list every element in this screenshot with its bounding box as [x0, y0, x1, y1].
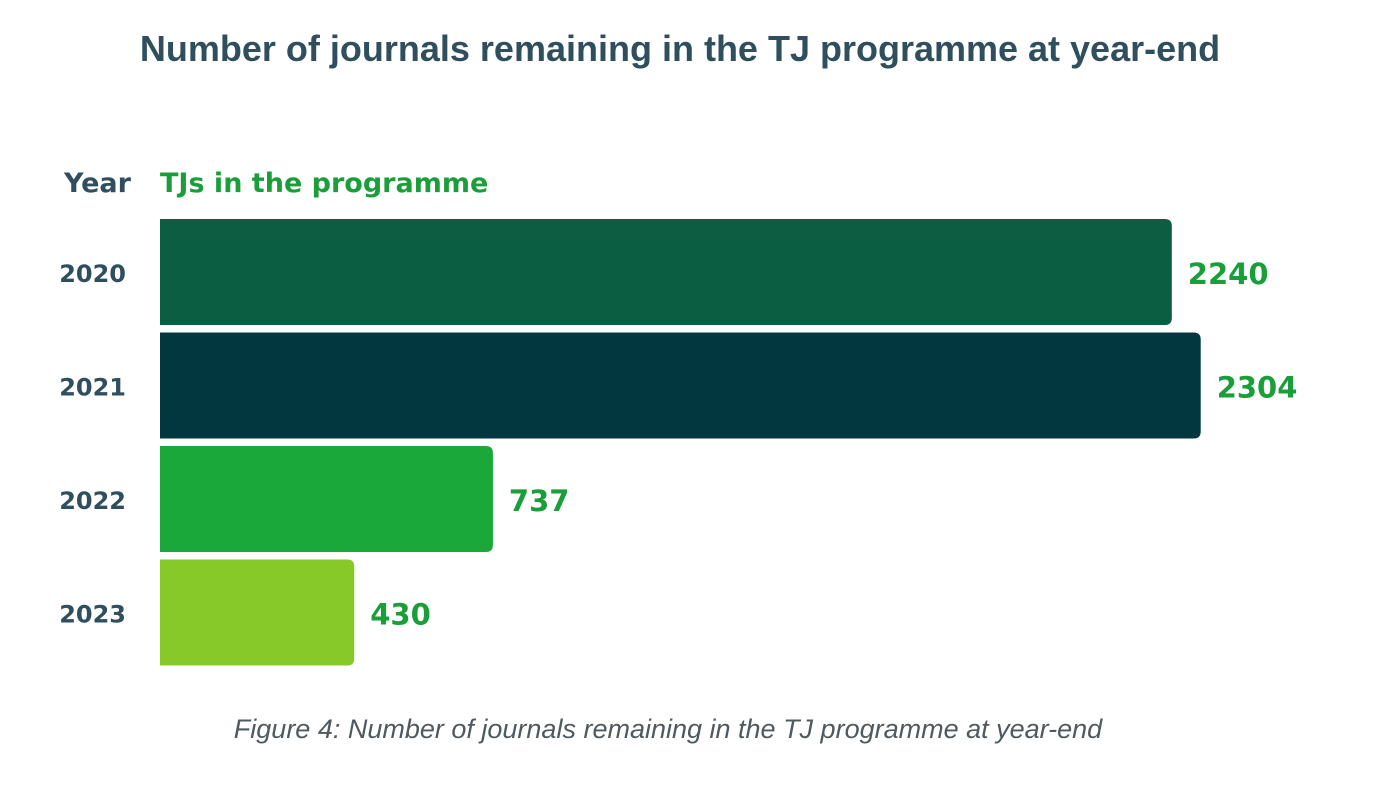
year-label-2021: 2021 [59, 374, 126, 402]
year-column-header: Year [64, 168, 131, 199]
bar-2020 [160, 219, 1172, 325]
series-column-header: TJs in the programme [160, 168, 489, 199]
bar-2021 [160, 332, 1201, 439]
value-label-2021: 2304 [1217, 371, 1298, 405]
value-label-2022: 737 [509, 484, 570, 518]
bar-2023 [160, 559, 355, 666]
value-label-2023: 430 [370, 598, 431, 632]
bar-2022 [160, 446, 493, 552]
year-label-2023: 2023 [59, 601, 126, 629]
chart-title: Number of journals remaining in the TJ p… [139, 28, 1221, 69]
year-label-2022: 2022 [59, 487, 126, 515]
value-label-2020: 2240 [1188, 257, 1269, 291]
year-label-2020: 2020 [59, 260, 126, 288]
figure-caption: Figure 4: Number of journals remaining i… [233, 714, 1103, 744]
